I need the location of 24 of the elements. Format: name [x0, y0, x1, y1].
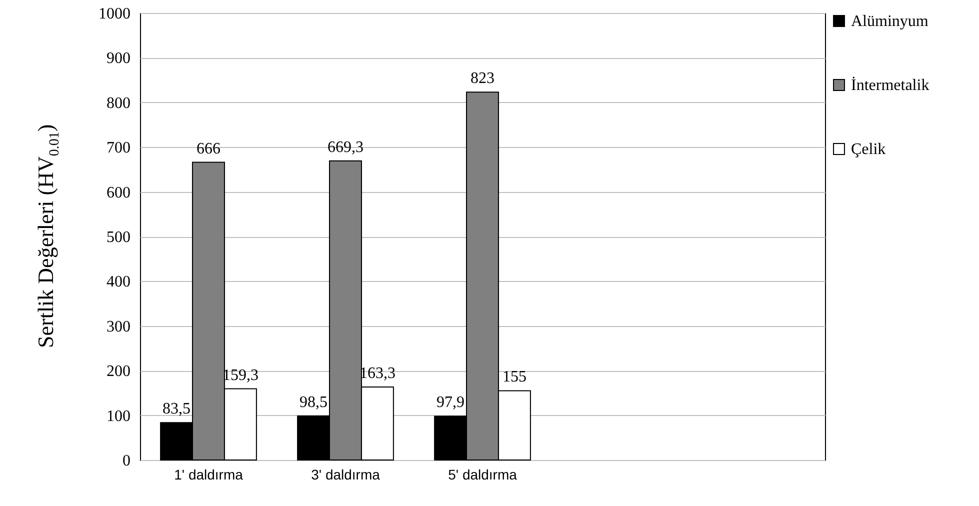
legend-label: Alüminyum — [851, 13, 929, 30]
y-tick-label: 400 — [106, 274, 130, 291]
x-tick-label: 3' daldırma — [311, 466, 380, 482]
y-tick-label: 0 — [122, 452, 130, 470]
legend-label: Çelik — [851, 141, 886, 158]
data-label: 666 — [196, 140, 220, 158]
y-tick-label: 200 — [106, 363, 130, 380]
data-label: 83,5 — [162, 400, 191, 418]
y-tick-label: 700 — [106, 140, 130, 157]
data-label: 669,3 — [328, 138, 364, 156]
y-tick-label: 1000 — [98, 6, 130, 22]
data-label: 155 — [502, 368, 526, 386]
y-tick-label: 600 — [106, 184, 130, 202]
data-label: 97,9 — [436, 394, 465, 412]
y-tick-label: 500 — [106, 229, 130, 246]
data-label: 98,5 — [300, 394, 328, 411]
x-tick-label: 5' daldırma — [448, 466, 518, 482]
y-tick-label: 900 — [106, 50, 130, 68]
y-tick-label: 100 — [106, 408, 130, 425]
legend-label: İntermetalik — [851, 76, 930, 94]
x-tick-label: 1' daldırma — [174, 466, 244, 482]
y-tick-label: 800 — [106, 94, 130, 112]
y-tick-label: 300 — [106, 318, 130, 336]
data-label: 823 — [470, 70, 494, 88]
